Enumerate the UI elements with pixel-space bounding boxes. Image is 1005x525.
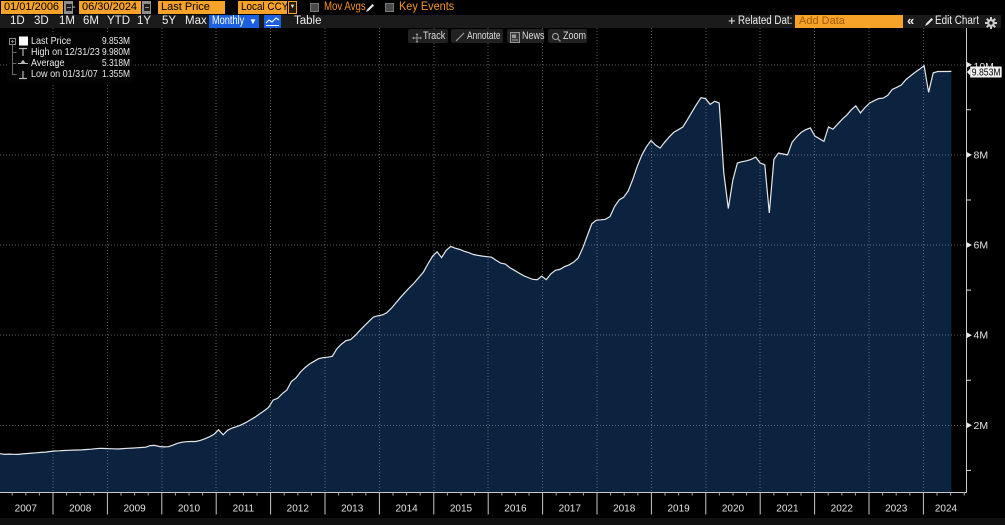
svg-text:2021: 2021 — [776, 504, 799, 515]
svg-text:2012: 2012 — [287, 504, 310, 515]
svg-text:2022: 2022 — [831, 504, 854, 515]
svg-text:2007: 2007 — [15, 504, 38, 515]
svg-text:2023: 2023 — [885, 504, 908, 515]
svg-text:2017: 2017 — [559, 504, 582, 515]
svg-text:2M: 2M — [974, 420, 989, 432]
svg-text:2013: 2013 — [341, 504, 364, 515]
svg-text:2009: 2009 — [123, 504, 146, 515]
svg-text:2020: 2020 — [722, 504, 745, 515]
svg-text:2015: 2015 — [450, 504, 473, 515]
svg-text:2024: 2024 — [935, 504, 958, 515]
svg-text:6M: 6M — [974, 240, 989, 252]
svg-text:2008: 2008 — [69, 504, 92, 515]
svg-text:8M: 8M — [974, 149, 989, 161]
svg-text:2014: 2014 — [395, 504, 418, 515]
svg-text:2011: 2011 — [233, 504, 255, 515]
svg-text:2016: 2016 — [504, 504, 527, 515]
svg-text:9.853M: 9.853M — [972, 68, 1001, 78]
svg-text:2010: 2010 — [178, 504, 201, 515]
svg-text:2018: 2018 — [613, 504, 636, 515]
svg-text:4M: 4M — [974, 330, 989, 342]
svg-text:2019: 2019 — [667, 504, 690, 515]
